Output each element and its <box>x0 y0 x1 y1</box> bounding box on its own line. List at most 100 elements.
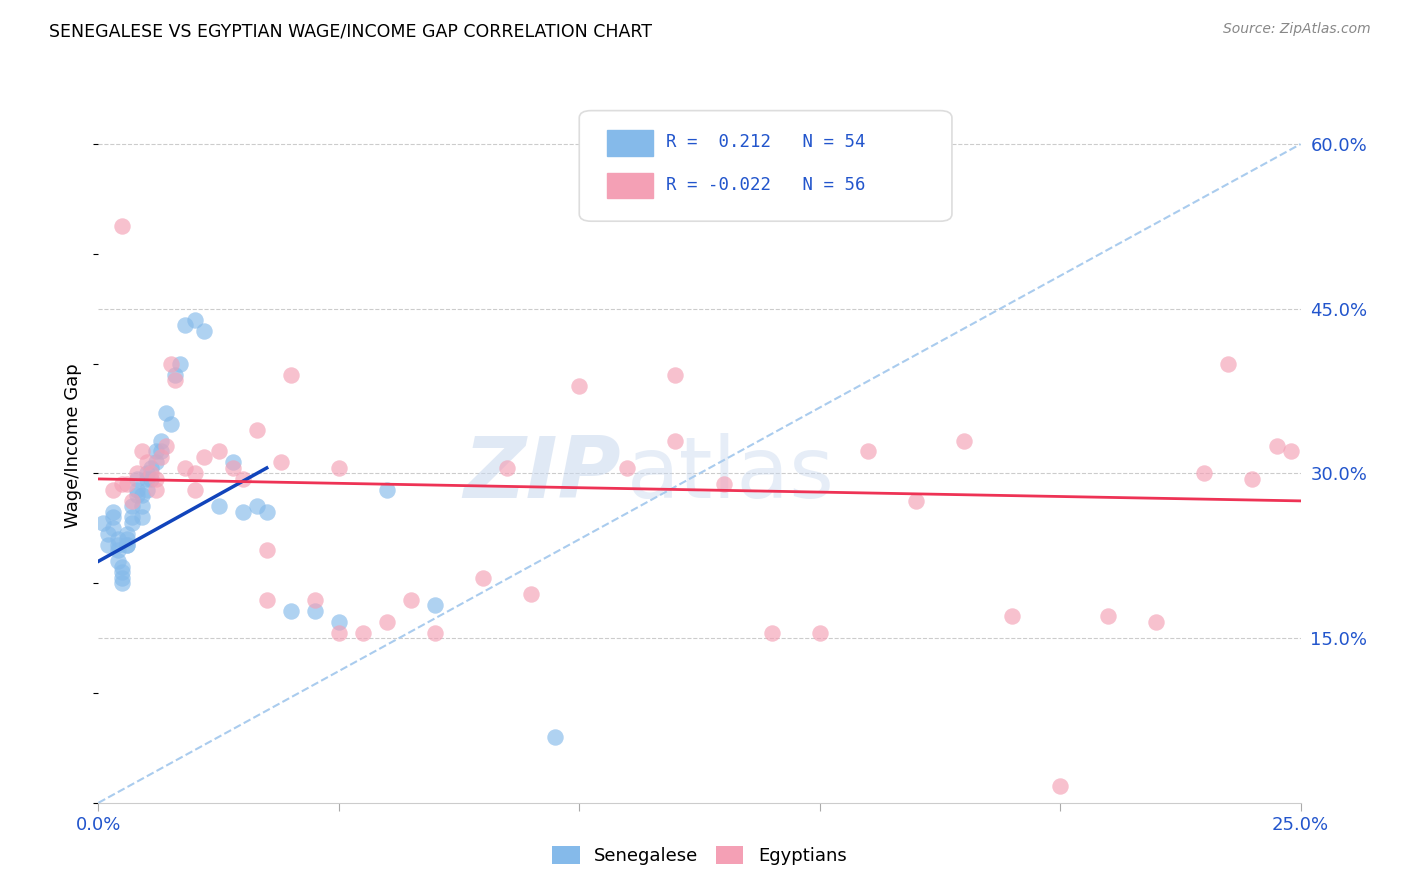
Point <box>174 318 197 333</box>
Point <box>544 730 567 744</box>
Point <box>131 488 153 502</box>
Point <box>208 500 231 514</box>
Point <box>328 461 350 475</box>
Point <box>155 406 177 420</box>
Point <box>208 444 231 458</box>
Point <box>111 477 134 491</box>
Point <box>107 554 129 568</box>
Point <box>101 521 124 535</box>
Point <box>107 533 129 547</box>
Point <box>280 604 302 618</box>
Point <box>155 439 177 453</box>
Point <box>141 461 163 475</box>
Point <box>165 373 187 387</box>
Point <box>193 324 215 338</box>
Point <box>135 472 157 486</box>
Point <box>159 357 181 371</box>
Point <box>222 455 245 469</box>
Point <box>145 483 167 497</box>
Point <box>423 625 446 640</box>
Point <box>117 538 139 552</box>
Point <box>125 472 148 486</box>
Point <box>125 467 148 481</box>
Point <box>193 450 215 464</box>
Point <box>328 615 350 629</box>
Text: SENEGALESE VS EGYPTIAN WAGE/INCOME GAP CORRELATION CHART: SENEGALESE VS EGYPTIAN WAGE/INCOME GAP C… <box>49 22 652 40</box>
Point <box>856 444 879 458</box>
Point <box>1241 472 1264 486</box>
Point <box>761 625 783 640</box>
Point <box>423 598 446 612</box>
Y-axis label: Wage/Income Gap: Wage/Income Gap <box>65 364 83 528</box>
Point <box>183 483 205 497</box>
Point <box>304 604 326 618</box>
Text: Source: ZipAtlas.com: Source: ZipAtlas.com <box>1223 22 1371 37</box>
Point <box>121 494 143 508</box>
Point <box>1144 615 1167 629</box>
Point <box>111 219 134 234</box>
Point <box>91 516 114 530</box>
FancyBboxPatch shape <box>607 130 652 155</box>
Point <box>141 472 163 486</box>
Point <box>713 477 735 491</box>
Point <box>1097 609 1119 624</box>
Point <box>101 510 124 524</box>
Point <box>1218 357 1240 371</box>
Point <box>117 526 139 541</box>
Point <box>616 461 638 475</box>
Point <box>270 455 292 469</box>
Point <box>232 472 254 486</box>
Point <box>496 461 519 475</box>
FancyBboxPatch shape <box>579 111 952 221</box>
Point <box>808 625 831 640</box>
Point <box>165 368 187 382</box>
Point <box>101 483 124 497</box>
Point <box>135 455 157 469</box>
Text: R =  0.212   N = 54: R = 0.212 N = 54 <box>666 133 865 151</box>
Point <box>280 368 302 382</box>
Point <box>111 566 134 580</box>
Point <box>174 461 197 475</box>
Point <box>131 444 153 458</box>
Point <box>232 505 254 519</box>
Point <box>246 500 269 514</box>
Point <box>222 461 245 475</box>
Point <box>111 559 134 574</box>
Point <box>125 488 148 502</box>
Point <box>121 500 143 514</box>
Point <box>375 615 398 629</box>
Point <box>1194 467 1216 481</box>
Point <box>121 516 143 530</box>
Point <box>121 510 143 524</box>
Point <box>1265 439 1288 453</box>
Point <box>1279 444 1302 458</box>
Point <box>352 625 374 640</box>
Text: atlas: atlas <box>627 433 835 516</box>
Point <box>145 472 167 486</box>
Point <box>149 450 172 464</box>
Point <box>183 312 205 326</box>
Point <box>111 576 134 591</box>
Point <box>1001 609 1024 624</box>
Point <box>399 592 422 607</box>
Point <box>953 434 976 448</box>
Point <box>664 434 686 448</box>
Point <box>149 434 172 448</box>
Point <box>135 483 157 497</box>
Point <box>183 467 205 481</box>
Text: ZIP: ZIP <box>464 433 621 516</box>
Point <box>145 455 167 469</box>
Point <box>256 505 278 519</box>
Point <box>107 543 129 558</box>
Point <box>246 423 269 437</box>
Point <box>664 368 686 382</box>
Point <box>117 477 139 491</box>
Point <box>117 538 139 552</box>
Point <box>101 505 124 519</box>
Point <box>169 357 191 371</box>
FancyBboxPatch shape <box>607 173 652 198</box>
Point <box>159 417 181 431</box>
Point <box>107 538 129 552</box>
Point <box>1049 780 1071 794</box>
Point <box>145 444 167 458</box>
